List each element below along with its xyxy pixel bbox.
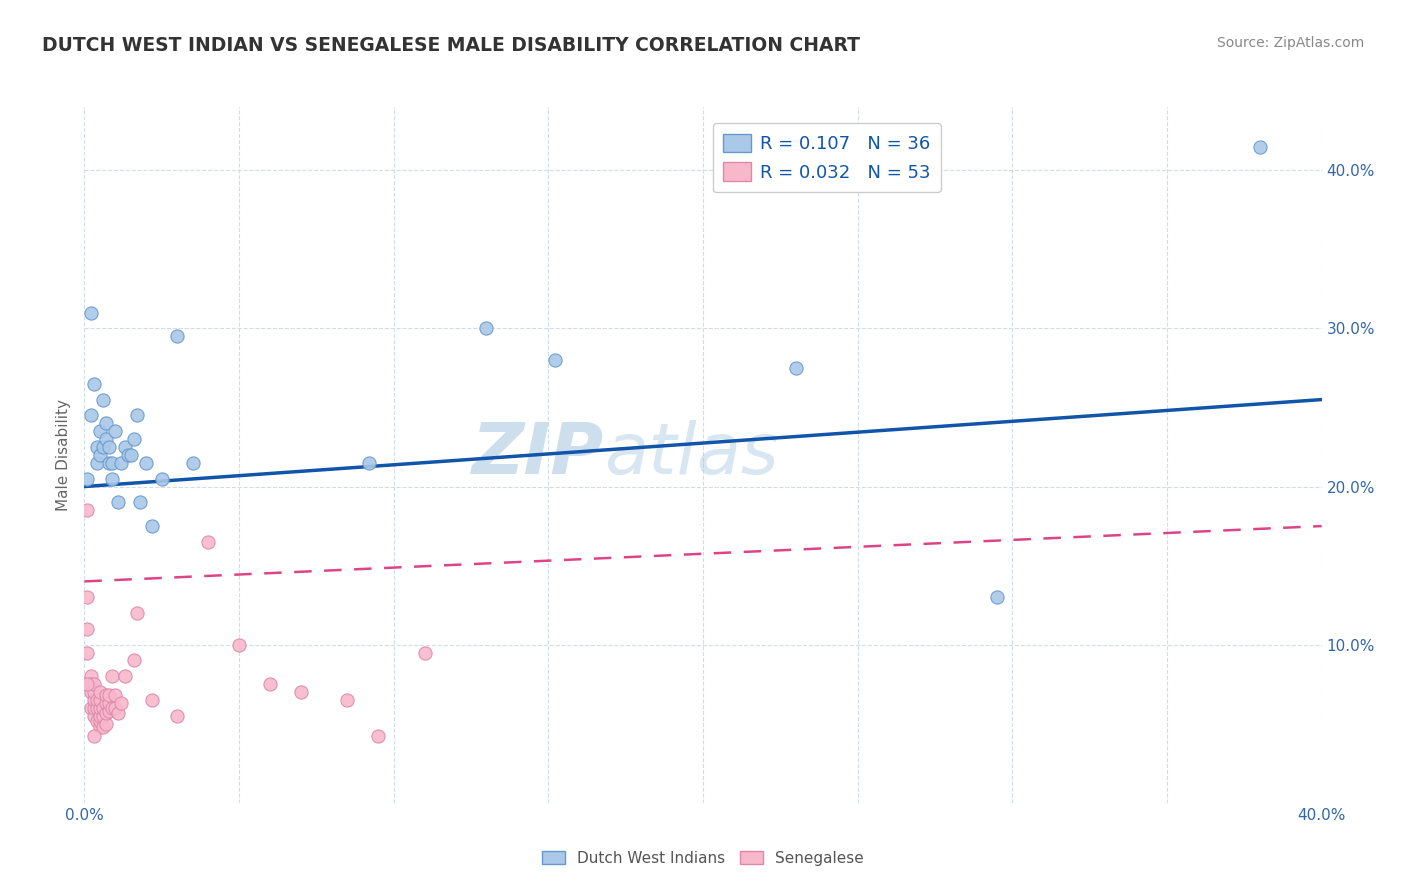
Point bbox=[122, 432, 145, 446]
Point bbox=[117, 448, 139, 462]
Point bbox=[986, 591, 1008, 605]
Point bbox=[101, 456, 124, 470]
Point bbox=[76, 677, 98, 691]
Point bbox=[101, 701, 124, 715]
Point bbox=[1249, 139, 1271, 153]
Point bbox=[98, 440, 121, 454]
Point bbox=[89, 701, 111, 715]
Point bbox=[107, 495, 129, 509]
Point bbox=[86, 701, 108, 715]
Point bbox=[107, 706, 129, 720]
Point bbox=[104, 688, 127, 702]
Point bbox=[91, 701, 114, 715]
Point bbox=[89, 708, 111, 723]
Point bbox=[83, 376, 105, 391]
Point bbox=[89, 714, 111, 728]
Point bbox=[290, 685, 312, 699]
Point bbox=[413, 646, 436, 660]
Point bbox=[101, 472, 124, 486]
Point bbox=[94, 417, 117, 431]
Point bbox=[76, 622, 98, 636]
Point bbox=[150, 472, 173, 486]
Point bbox=[98, 456, 121, 470]
Point bbox=[94, 688, 117, 702]
Point bbox=[79, 685, 101, 699]
Point bbox=[104, 424, 127, 438]
Point bbox=[785, 360, 807, 375]
Point bbox=[114, 440, 136, 454]
Point bbox=[98, 704, 121, 718]
Point bbox=[141, 693, 163, 707]
Point bbox=[83, 708, 105, 723]
Point bbox=[86, 693, 108, 707]
Point bbox=[98, 688, 121, 702]
Point bbox=[166, 708, 188, 723]
Point bbox=[94, 696, 117, 710]
Point bbox=[79, 409, 101, 423]
Point bbox=[83, 701, 105, 715]
Point bbox=[89, 693, 111, 707]
Point bbox=[91, 708, 114, 723]
Point bbox=[79, 669, 101, 683]
Point bbox=[228, 638, 250, 652]
Point bbox=[181, 456, 204, 470]
Text: ZIP: ZIP bbox=[472, 420, 605, 490]
Point bbox=[89, 448, 111, 462]
Point bbox=[79, 305, 101, 319]
Point bbox=[94, 432, 117, 446]
Point bbox=[197, 534, 219, 549]
Point bbox=[114, 669, 136, 683]
Point bbox=[125, 606, 148, 620]
Point bbox=[104, 701, 127, 715]
Point bbox=[86, 440, 108, 454]
Point bbox=[83, 730, 105, 744]
Point bbox=[76, 472, 98, 486]
Text: atlas: atlas bbox=[605, 420, 779, 490]
Point bbox=[89, 424, 111, 438]
Point bbox=[79, 677, 101, 691]
Point bbox=[86, 456, 108, 470]
Point bbox=[259, 677, 281, 691]
Legend: Dutch West Indians, Senegalese: Dutch West Indians, Senegalese bbox=[536, 845, 870, 871]
Point bbox=[98, 696, 121, 710]
Point bbox=[110, 456, 132, 470]
Point bbox=[91, 392, 114, 407]
Point bbox=[86, 714, 108, 728]
Point bbox=[120, 448, 142, 462]
Point bbox=[89, 685, 111, 699]
Point bbox=[89, 720, 111, 734]
Point bbox=[79, 677, 101, 691]
Point bbox=[336, 693, 359, 707]
Point bbox=[101, 669, 124, 683]
Point bbox=[83, 685, 105, 699]
Y-axis label: Male Disability: Male Disability bbox=[56, 399, 72, 511]
Point bbox=[94, 716, 117, 731]
Point bbox=[91, 720, 114, 734]
Point bbox=[110, 696, 132, 710]
Point bbox=[91, 440, 114, 454]
Point bbox=[135, 456, 157, 470]
Point bbox=[83, 677, 105, 691]
Point bbox=[76, 591, 98, 605]
Text: Source: ZipAtlas.com: Source: ZipAtlas.com bbox=[1216, 36, 1364, 50]
Point bbox=[129, 495, 152, 509]
Text: DUTCH WEST INDIAN VS SENEGALESE MALE DISABILITY CORRELATION CHART: DUTCH WEST INDIAN VS SENEGALESE MALE DIS… bbox=[42, 36, 860, 54]
Point bbox=[475, 321, 498, 335]
Point bbox=[76, 503, 98, 517]
Point bbox=[83, 693, 105, 707]
Point bbox=[122, 653, 145, 667]
Point bbox=[125, 409, 148, 423]
Point bbox=[357, 456, 380, 470]
Point bbox=[76, 646, 98, 660]
Point bbox=[367, 730, 389, 744]
Point bbox=[543, 353, 565, 368]
Point bbox=[166, 329, 188, 343]
Point bbox=[94, 706, 117, 720]
Point bbox=[141, 519, 163, 533]
Point bbox=[79, 701, 101, 715]
